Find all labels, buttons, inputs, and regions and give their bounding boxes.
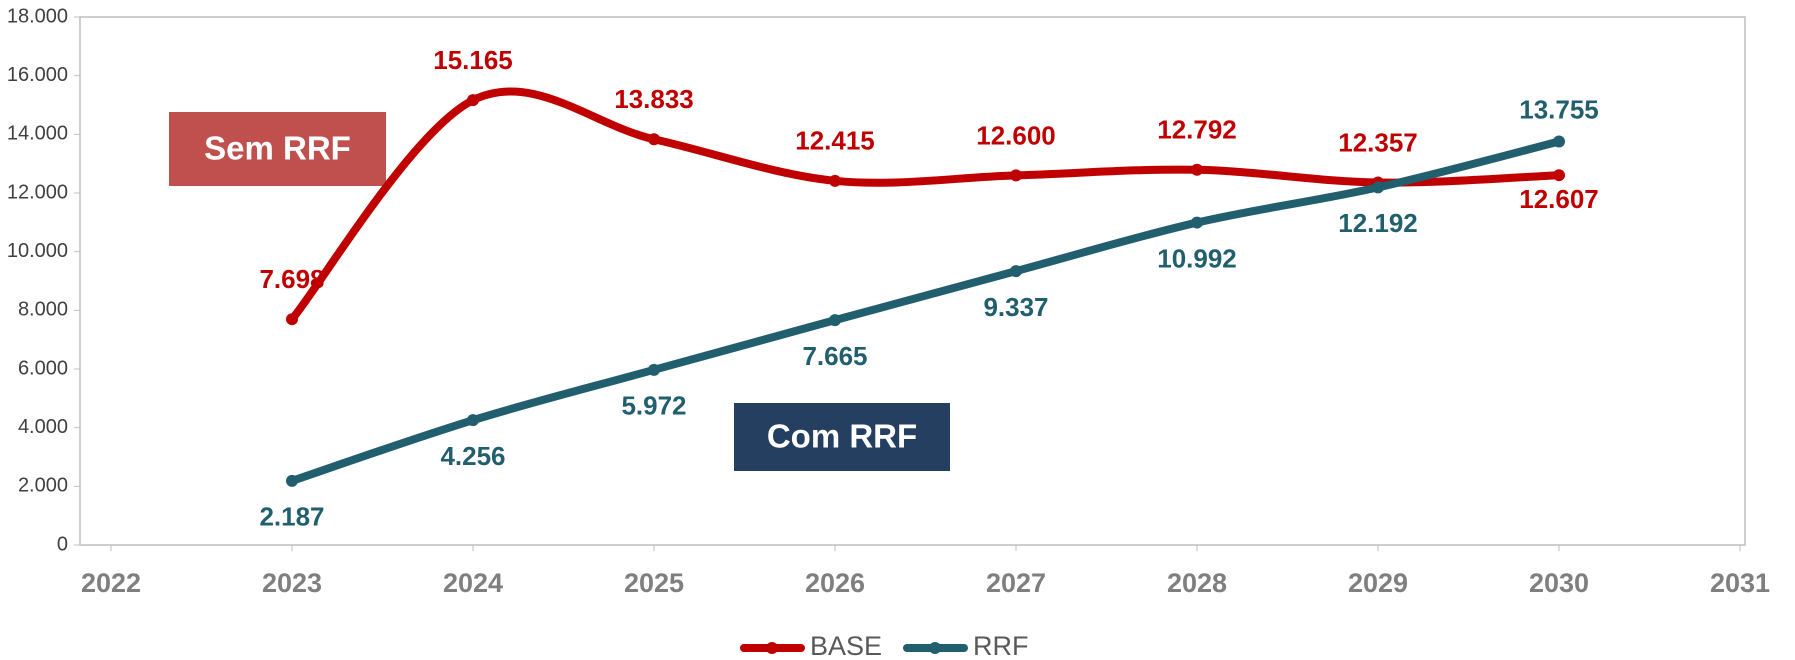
data-label: 12.607 — [1519, 184, 1599, 214]
y-tick-label: 8.000 — [18, 299, 68, 321]
annotation: Com RRF — [767, 418, 917, 455]
point — [648, 363, 660, 376]
legend-label: RRF — [973, 631, 1029, 660]
series-line — [288, 137, 1563, 485]
annotation-box — [734, 403, 950, 471]
y-tick-label: 0 — [57, 533, 68, 555]
series-line — [288, 87, 1563, 324]
point — [1553, 169, 1565, 182]
data-label: 5.972 — [621, 391, 686, 421]
point — [1553, 135, 1565, 148]
data-label: 2.187 — [259, 502, 324, 532]
data-label: 7.665 — [802, 341, 867, 371]
point — [1191, 216, 1203, 229]
point — [286, 474, 298, 487]
data-label: 9.337 — [983, 292, 1048, 322]
data-label: 13.833 — [614, 84, 694, 114]
y-tick-label: 10.000 — [7, 240, 68, 262]
data-label: 12.600 — [976, 120, 1056, 150]
point — [1372, 181, 1384, 194]
legend-label: BASE — [810, 631, 882, 660]
point — [467, 94, 479, 107]
x-tick-label: 2024 — [443, 568, 503, 598]
y-tick-label: 14.000 — [7, 123, 68, 145]
point — [829, 314, 841, 327]
y-tick-label: 12.000 — [7, 181, 68, 203]
point — [467, 414, 479, 427]
y-tick-label: 4.000 — [18, 416, 68, 438]
data-label: 12.792 — [1157, 115, 1237, 145]
x-tick-label: 2023 — [262, 568, 322, 598]
data-label: 12.357 — [1338, 127, 1418, 157]
data-label: 4.256 — [440, 441, 505, 471]
data-label: 12.192 — [1338, 208, 1418, 238]
data-label: 12.415 — [795, 126, 875, 156]
data-label: 7.698 — [259, 264, 324, 294]
y-tick-label: 16.000 — [7, 64, 68, 86]
point — [829, 174, 841, 187]
annotation-box — [169, 112, 386, 186]
data-label: 15.165 — [433, 45, 513, 75]
y-tick-label: 18.000 — [7, 5, 68, 27]
legend-marker — [766, 642, 778, 654]
x-tick-label: 2027 — [986, 568, 1046, 598]
annotation: Sem RRF — [204, 130, 351, 167]
data-label: 13.755 — [1519, 94, 1599, 124]
point — [1010, 265, 1022, 278]
x-tick-label: 2028 — [1167, 568, 1227, 598]
data-label: 10.992 — [1157, 243, 1237, 273]
y-tick-label: 2.000 — [18, 475, 68, 497]
x-tick-label: 2022 — [81, 568, 141, 598]
x-tick-label: 2029 — [1348, 568, 1408, 598]
point — [648, 133, 660, 146]
plot-frame — [79, 16, 1746, 546]
y-tick-label: 6.000 — [18, 357, 68, 379]
x-tick-label: 2026 — [805, 568, 865, 598]
legend-marker — [929, 642, 941, 654]
x-tick-label: 2025 — [624, 568, 684, 598]
x-tick-label: 2030 — [1529, 568, 1589, 598]
x-tick-label: 2031 — [1710, 568, 1770, 598]
point — [286, 313, 298, 326]
point — [1010, 169, 1022, 182]
point — [1191, 163, 1203, 176]
